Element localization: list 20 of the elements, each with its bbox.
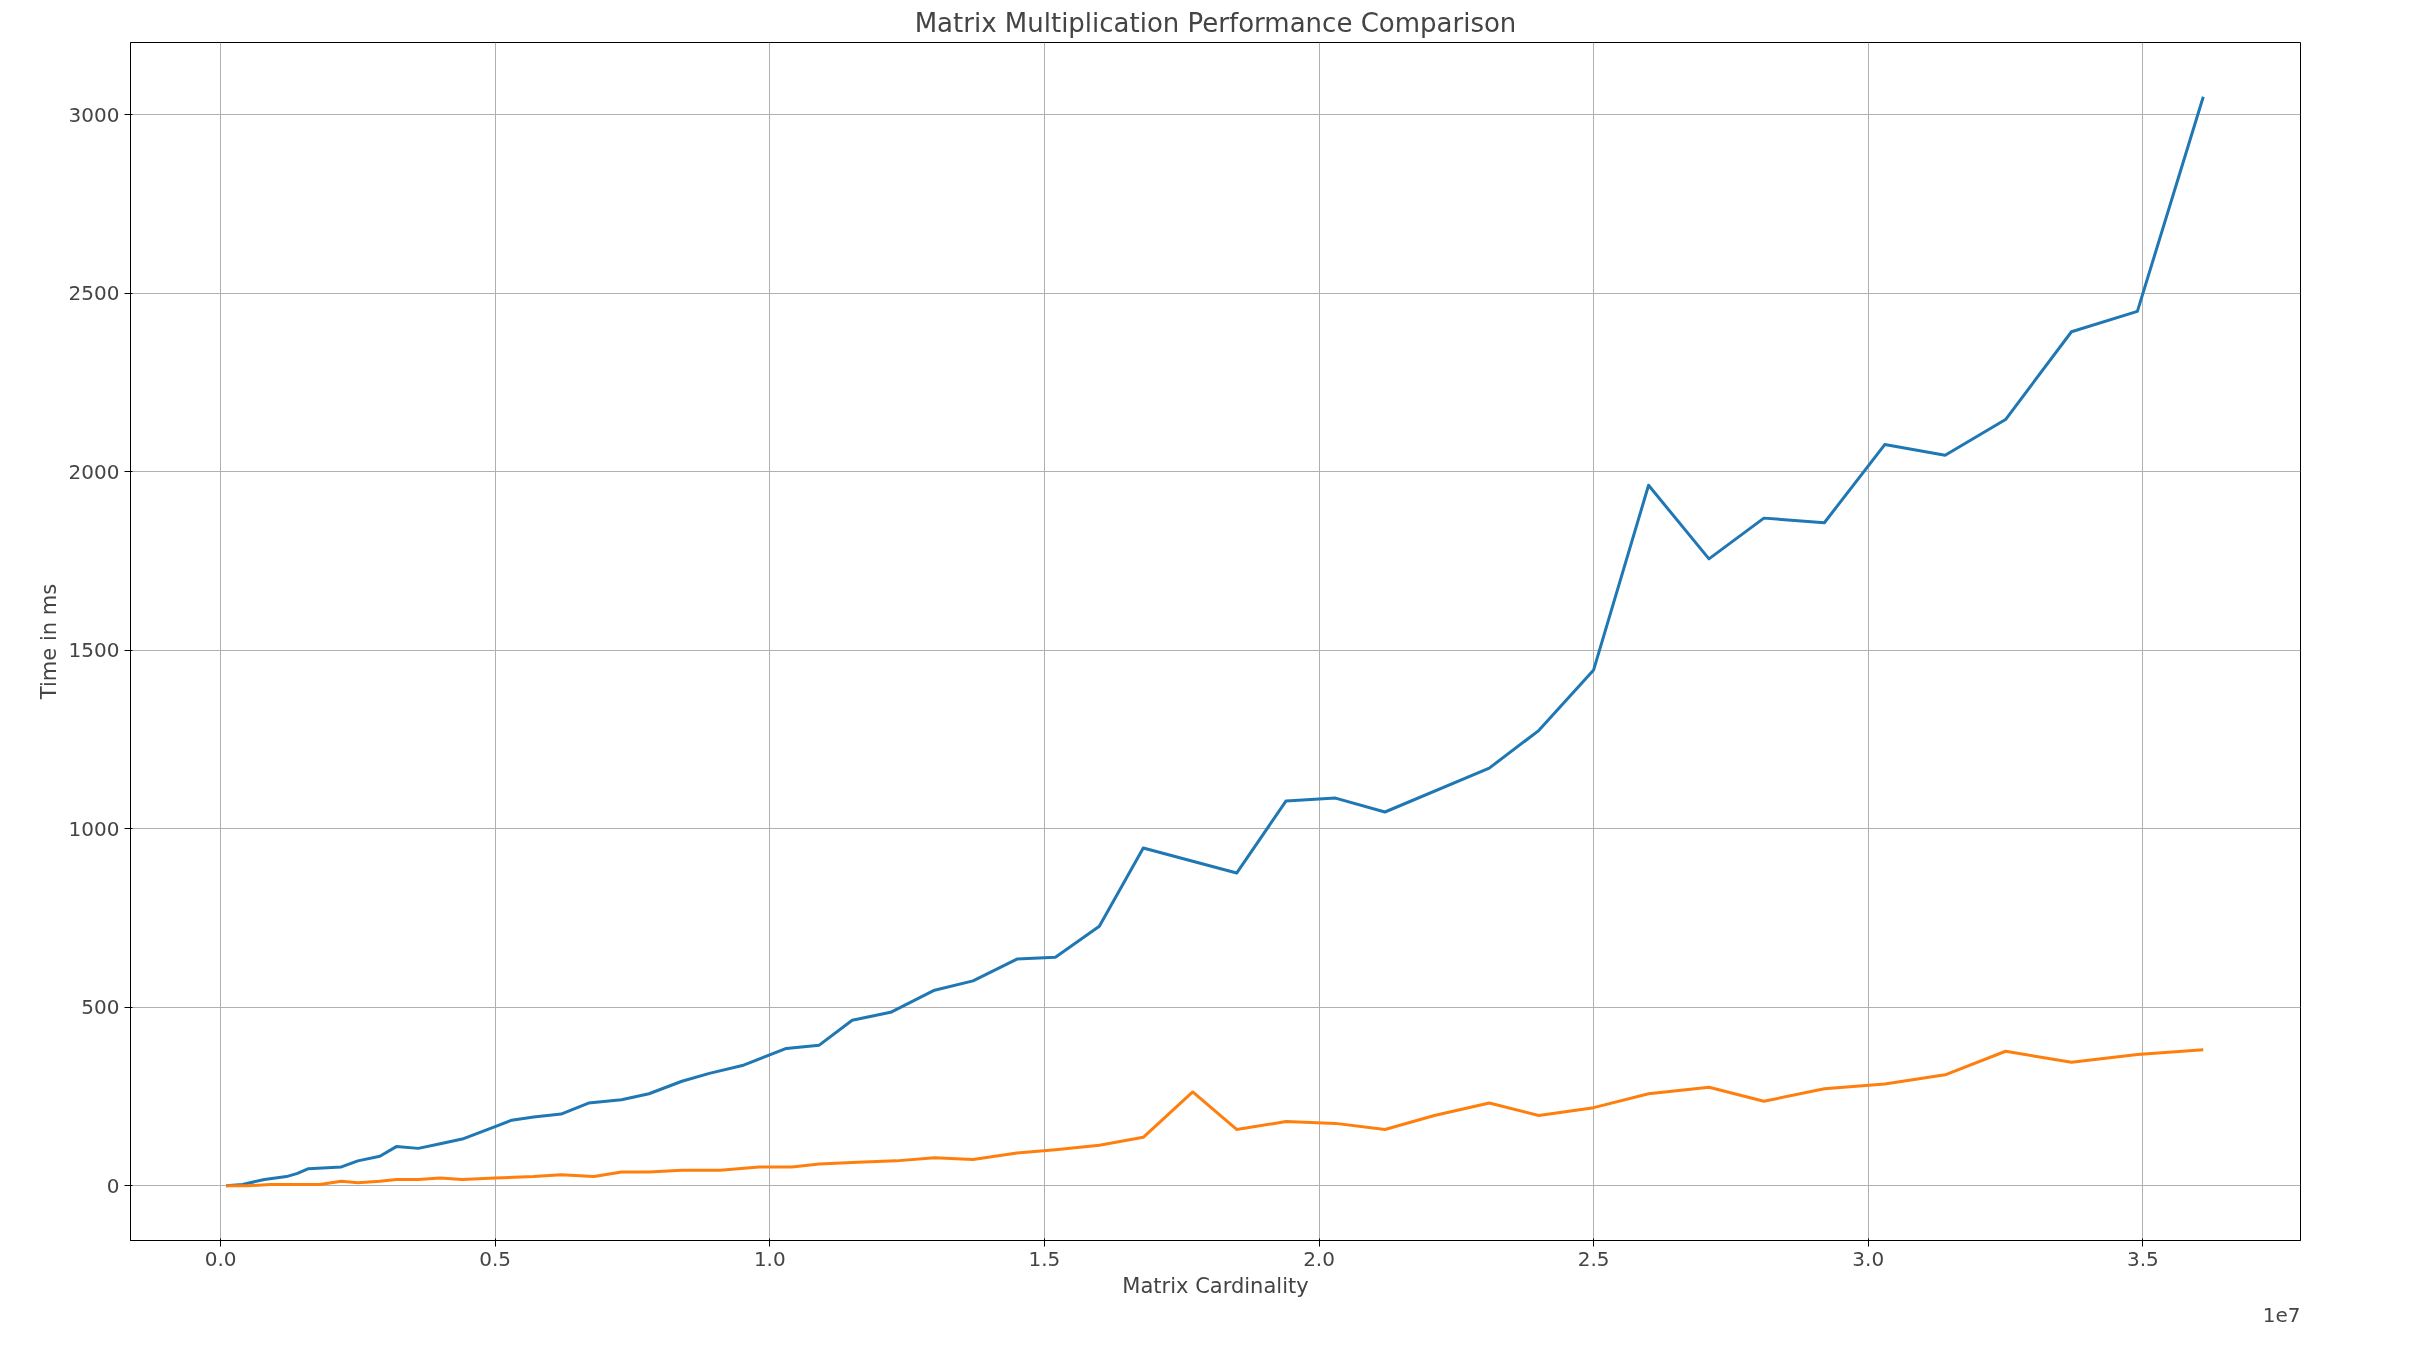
y-tick-label: 1500 [68, 638, 120, 663]
y-tick-label: 2500 [68, 281, 120, 306]
text: 1e7 [2262, 1302, 2301, 1327]
y-tick-label: 2000 [68, 459, 120, 484]
x-tick-label: 2.0 [1303, 1246, 1335, 1271]
x-tick-label: 3.0 [1852, 1246, 1885, 1271]
x-tick-label: 2.5 [1577, 1246, 1610, 1271]
x-tick-label: 1.5 [1028, 1246, 1061, 1271]
y-tick-label: 0 [106, 1173, 120, 1198]
y-tick-label: 1000 [68, 816, 120, 841]
line-series [224, 1048, 2205, 1188]
x-tick-label: 0.0 [204, 1246, 237, 1271]
x-tick-label: 1.0 [753, 1246, 786, 1271]
y-tick-label: 500 [81, 995, 120, 1020]
y-tick-label: 3000 [68, 102, 120, 127]
x-tick-label: 3.5 [2126, 1246, 2159, 1271]
chart-title: Matrix Multiplication Performance Comparison [914, 7, 1517, 38]
y-axis-title: Time in ms [36, 583, 61, 701]
x-tick-label: 0.5 [479, 1246, 512, 1271]
x-axis-title: Matrix Cardinality [1122, 1273, 1309, 1298]
